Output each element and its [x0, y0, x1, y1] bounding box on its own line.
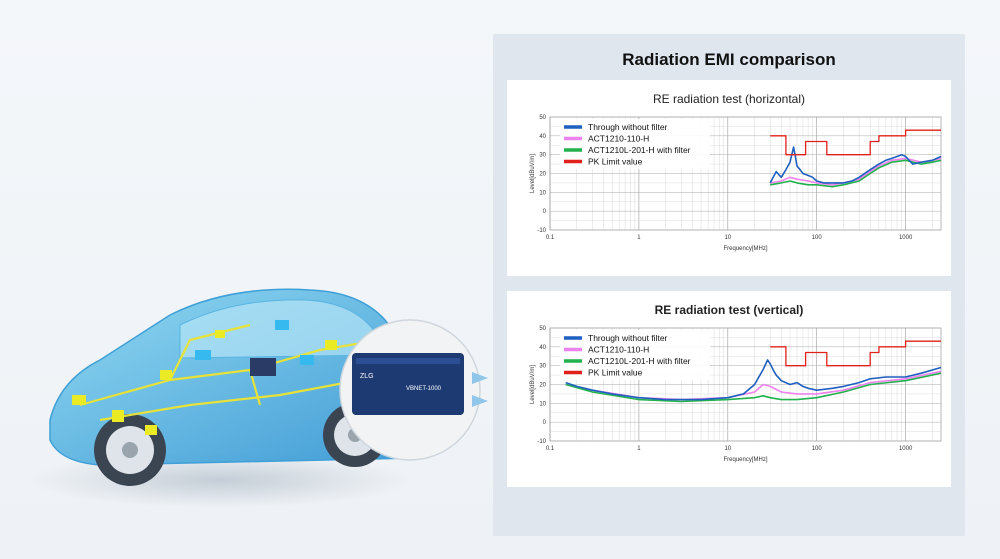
- series-line-through-without-filter: [565, 359, 942, 401]
- arrow-icons: [472, 372, 488, 407]
- y-tick-label: 20: [539, 383, 546, 389]
- x-tick-label: 1: [637, 235, 641, 241]
- y-axis-label: Level[dBuV/m]: [530, 154, 536, 193]
- series-line-pk-limit-value: [770, 129, 941, 156]
- chart-card-vertical: RE radiation test (vertical) 50 40 30 20 10 0…: [507, 291, 951, 487]
- y-tick-label: 10: [539, 401, 546, 407]
- device-in-car: [250, 358, 276, 376]
- y-axis-label: Level[dBuV/m]: [530, 365, 536, 404]
- y-tick-label: 0: [543, 209, 547, 215]
- legend-label: ACT1210-110-H: [588, 134, 649, 144]
- legend-label: ACT1210L-201-H with filter: [588, 145, 691, 155]
- series-line-act1210l-201-h-with-filter: [565, 372, 942, 403]
- x-tick-label: 1000: [899, 235, 913, 241]
- y-tick-label: -10: [537, 228, 546, 234]
- car-image: ZLG VBNET-1000: [30, 288, 488, 508]
- vbnet-device: ZLG VBNET-1000: [352, 353, 464, 415]
- chart-title: RE radiation test (horizontal): [652, 92, 806, 106]
- front-wheel: [94, 414, 166, 486]
- series-line-act1210l-201-h-with-filter: [770, 159, 942, 188]
- legend-label: Through without filter: [588, 122, 668, 132]
- legend-label: ACT1210-110-H: [588, 345, 649, 355]
- x-tick-label: 10: [724, 446, 731, 452]
- x-tick-label: 10: [724, 235, 731, 241]
- car-illustration: ZLG VBNET-1000: [20, 230, 490, 550]
- x-tick-label: 0.1: [546, 235, 555, 241]
- y-tick-label: 50: [539, 115, 546, 121]
- chart-title: RE radiation test (vertical): [654, 303, 804, 317]
- y-tick-label: 30: [539, 153, 546, 159]
- legend: [560, 330, 710, 380]
- emi-comparison-panel: Radiation EMI comparison RE radiation te…: [493, 34, 965, 536]
- y-tick-label: 40: [539, 134, 546, 140]
- x-tick-label: 100: [812, 446, 823, 452]
- y-tick-label: 40: [539, 345, 546, 351]
- y-tick-label: 10: [539, 190, 546, 196]
- legend: [560, 119, 710, 169]
- legend-label: PK Limit value: [588, 157, 643, 167]
- x-tick-label: 1: [637, 446, 641, 452]
- legend-label: ACT1210L-201-H with filter: [588, 356, 691, 366]
- legend-label: PK Limit value: [588, 368, 643, 378]
- y-tick-label: -10: [537, 439, 546, 445]
- y-tick-label: 50: [539, 326, 546, 332]
- y-tick-label: 20: [539, 172, 546, 178]
- legend-label: Through without filter: [588, 333, 668, 343]
- x-axis-label: Frequency[MHz]: [723, 457, 767, 463]
- device-brand: ZLG: [360, 373, 374, 380]
- x-axis-label: Frequency[MHz]: [723, 246, 767, 252]
- cyan-modules: [195, 320, 314, 365]
- series-line-pk-limit-value: [770, 340, 941, 367]
- wiring-harness: [79, 323, 381, 422]
- panel-title: Radiation EMI comparison: [622, 50, 836, 69]
- device-model: VBNET-1000: [406, 386, 442, 392]
- x-tick-label: 0.1: [546, 446, 555, 452]
- ecu-modules: [72, 330, 337, 435]
- x-tick-label: 1000: [899, 446, 913, 452]
- y-tick-label: 0: [543, 420, 547, 426]
- chart-card-horizontal: RE radiation test (horizontal) 50 40 30 20 1…: [507, 80, 951, 276]
- y-tick-label: 30: [539, 364, 546, 370]
- x-tick-label: 100: [812, 235, 823, 241]
- series-line-through-without-filter: [769, 146, 942, 184]
